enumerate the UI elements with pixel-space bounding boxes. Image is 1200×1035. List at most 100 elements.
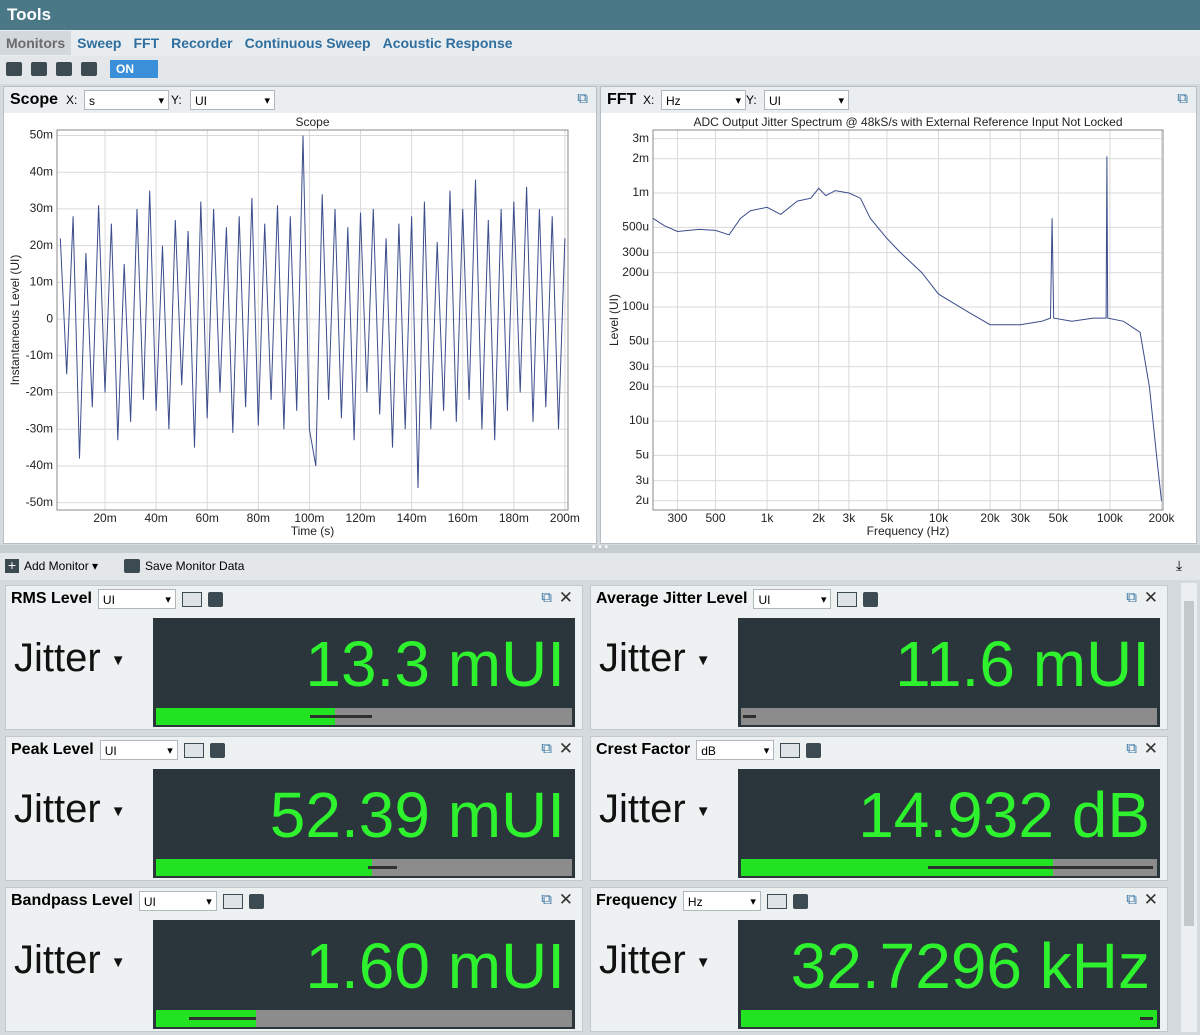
close-icon[interactable]: ✕ <box>1143 588 1158 607</box>
add-icon: + <box>5 558 19 573</box>
unit-dropdown[interactable]: Hz <box>682 891 761 912</box>
tab[interactable]: Continuous Sweep <box>244 35 371 51</box>
popout-icon[interactable]: ⧉ <box>1126 891 1137 908</box>
monitor-panel: Crest Factor dB ⧉ ✕ Jitter ▼ 14.932 dB <box>590 736 1168 881</box>
monitor-header: Average Jitter Level UI <box>591 586 1167 612</box>
monitor-header: RMS Level UI <box>6 586 582 612</box>
settings-icon[interactable] <box>207 591 223 607</box>
monitor-panel: RMS Level UI ⧉ ✕ Jitter ▼ 13.3 mUI <box>5 585 583 730</box>
view-icon[interactable] <box>181 591 202 607</box>
meter-peak <box>928 866 1153 869</box>
x-unit-dropdown[interactable]: s <box>84 90 169 111</box>
tab[interactable]: Recorder <box>171 35 233 51</box>
meter-track <box>741 859 1157 876</box>
close-icon[interactable]: ✕ <box>558 588 573 607</box>
popout-icon[interactable]: ⧉ <box>1126 589 1137 606</box>
tab[interactable]: Acoustic Response <box>382 35 513 51</box>
popout-icon[interactable]: ⧉ <box>541 589 552 606</box>
save-button[interactable]: Save Monitor Data <box>145 559 245 573</box>
panel-header: FFT X: HzY: UI ⧉ <box>601 87 1196 113</box>
meter-level <box>741 1010 1157 1027</box>
monitor-toolbar: + Add Monitor ▾ Save Monitor Data ⤓ <box>0 553 1200 580</box>
popout-icon[interactable]: ⧉ <box>577 90 588 107</box>
close-icon[interactable]: ✕ <box>558 739 573 758</box>
channel-selector[interactable]: Jitter ▼ <box>599 636 711 681</box>
meter <box>153 857 575 878</box>
download-icon[interactable]: ⤓ <box>1176 557 1183 573</box>
popout-icon[interactable]: ⧉ <box>541 740 552 757</box>
dropdown-arrow: ▼ <box>695 802 711 820</box>
icon[interactable] <box>56 62 72 76</box>
icon[interactable] <box>6 62 22 76</box>
channel-label: Jitter <box>599 787 686 831</box>
window-title: Tools <box>7 5 52 24</box>
unit-dropdown[interactable]: UI <box>99 740 178 761</box>
popout-icon[interactable]: ⧉ <box>1177 90 1188 107</box>
dropdown-arrow: ▼ <box>110 651 126 669</box>
view-icon[interactable] <box>183 742 204 758</box>
close-icon[interactable]: ✕ <box>1143 739 1158 758</box>
meter-track <box>156 1010 572 1027</box>
splitter[interactable]: • • • <box>0 543 1200 553</box>
add-monitor-button[interactable]: Add Monitor ▾ <box>24 559 99 573</box>
close-icon[interactable]: ✕ <box>558 890 573 909</box>
channel-selector[interactable]: Jitter ▼ <box>599 787 711 832</box>
channel-selector[interactable]: Jitter ▼ <box>599 938 711 983</box>
meter <box>738 1008 1160 1029</box>
meter-level <box>156 859 373 876</box>
view-icon[interactable] <box>837 591 858 607</box>
tab[interactable]: FFT <box>133 35 160 51</box>
meter-peak <box>368 866 398 869</box>
monitor-title: RMS Level <box>11 590 92 607</box>
x-unit-dropdown[interactable]: Hz <box>661 90 746 111</box>
channel-label: Jitter <box>599 636 686 680</box>
add-monitor-label: Add Monitor <box>24 559 89 573</box>
meter-level <box>741 859 1053 876</box>
settings-icon[interactable] <box>248 893 264 909</box>
unit-dropdown[interactable]: UI <box>97 589 176 610</box>
icon[interactable] <box>31 62 47 76</box>
meter-level <box>156 708 335 725</box>
meter <box>738 857 1160 878</box>
y-unit-dropdown[interactable]: UI <box>764 90 849 111</box>
meter <box>153 1008 575 1029</box>
settings-icon[interactable] <box>209 742 225 758</box>
settings-icon[interactable] <box>806 742 822 758</box>
readout: 1.60 mUI <box>153 920 575 1008</box>
y-unit-dropdown[interactable]: UI <box>190 90 275 111</box>
dropdown-arrow: ▼ <box>695 953 711 971</box>
meter-peak <box>309 715 373 718</box>
popout-icon[interactable]: ⧉ <box>541 891 552 908</box>
readout: 11.6 mUI <box>738 618 1160 706</box>
close-icon[interactable]: ✕ <box>1143 890 1158 909</box>
channel-selector[interactable]: Jitter ▼ <box>14 938 126 983</box>
settings-icon[interactable] <box>863 591 879 607</box>
unit-dropdown[interactable]: dB <box>696 740 775 761</box>
view-icon[interactable] <box>766 893 787 909</box>
icon[interactable] <box>81 62 97 76</box>
channel-selector[interactable]: Jitter ▼ <box>14 636 126 681</box>
unit-dropdown[interactable]: UI <box>138 891 217 912</box>
monitor-title: Crest Factor <box>596 741 691 758</box>
channel-selector[interactable]: Jitter ▼ <box>14 787 126 832</box>
meter-peak <box>1140 1017 1153 1020</box>
scrollbar[interactable] <box>1181 583 1197 1032</box>
view-icon[interactable] <box>222 893 243 909</box>
settings-icon[interactable] <box>792 893 808 909</box>
channel-label: Jitter <box>14 636 101 680</box>
panel-title: FFT <box>607 91 637 108</box>
monitor-header: Bandpass Level UI <box>6 888 582 914</box>
readout: 32.7296 kHz <box>738 920 1160 1008</box>
scroll-thumb[interactable] <box>1184 601 1194 926</box>
tab[interactable]: Monitors <box>0 31 72 55</box>
view-icon[interactable] <box>780 742 801 758</box>
monitor-title: Average Jitter Level <box>596 590 748 607</box>
channel-label: Jitter <box>14 787 101 831</box>
toggle[interactable]: ON <box>110 60 158 78</box>
monitor-panel: Bandpass Level UI ⧉ ✕ Jitter ▼ 1.60 mUI <box>5 887 583 1032</box>
unit-dropdown[interactable]: UI <box>753 589 832 610</box>
popout-icon[interactable]: ⧉ <box>1126 740 1137 757</box>
tab[interactable]: Sweep <box>77 35 122 51</box>
monitor-panel: Peak Level UI ⧉ ✕ Jitter ▼ 52.39 mUI <box>5 736 583 881</box>
